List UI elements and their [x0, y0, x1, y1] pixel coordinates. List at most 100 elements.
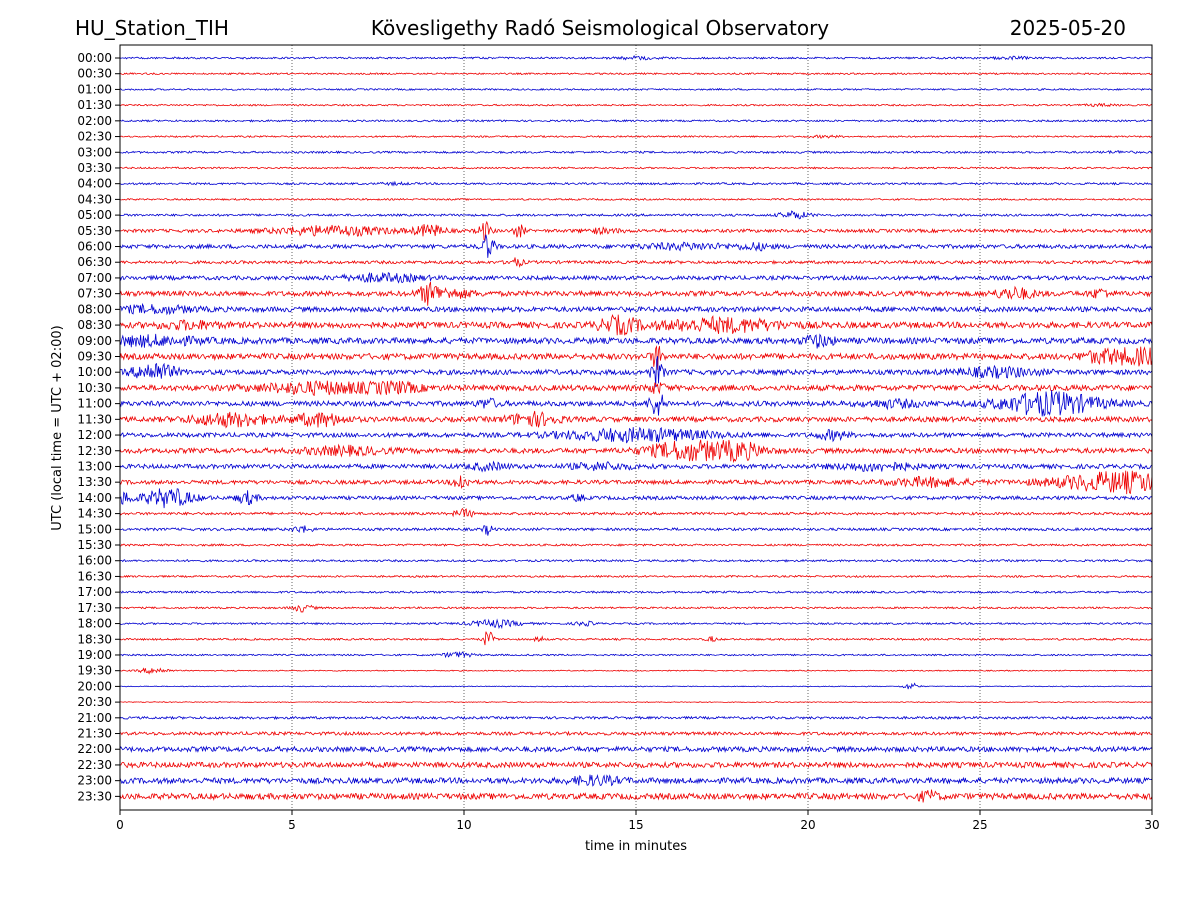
y-axis-label: UTC (local time = UTC + 02:00) [50, 325, 65, 530]
trace-row-38 [119, 651, 1153, 659]
trace-row-25 [119, 439, 1153, 464]
chart-title: Kövesligethy Radó Seismological Observat… [371, 16, 829, 40]
y-tick-label-46: 23:00 [77, 774, 112, 788]
x-axis-ticks: 0 5 10 15 20 25 30 [116, 810, 1160, 832]
y-tick-label-15: 07:30 [77, 287, 112, 301]
trace-row-34 [119, 590, 1153, 595]
trace-row-23 [119, 410, 1153, 429]
trace-row-12 [119, 234, 1153, 258]
trace-row-6 [119, 150, 1153, 155]
y-tick-label-4: 02:00 [77, 114, 112, 128]
trace-row-14 [119, 271, 1153, 284]
trace-row-18 [119, 333, 1153, 349]
trace-row-24 [119, 426, 1153, 444]
plot-area [120, 45, 1152, 810]
trace-row-26 [119, 460, 1153, 473]
trace-row-42 [119, 715, 1153, 721]
trace-row-2 [119, 87, 1153, 91]
trace-row-35 [119, 604, 1153, 613]
y-tick-label-3: 01:30 [77, 98, 112, 112]
trace-row-3 [119, 102, 1153, 108]
y-tick-label-1: 00:30 [77, 67, 112, 81]
trace-row-22 [119, 390, 1153, 417]
y-tick-label-18: 09:00 [77, 334, 112, 348]
trace-row-11 [119, 220, 1153, 242]
y-tick-label-9: 04:30 [77, 192, 112, 206]
trace-row-39 [119, 667, 1153, 675]
y-tick-label-38: 19:00 [77, 648, 112, 662]
y-tick-label-13: 06:30 [77, 255, 112, 269]
y-tick-label-5: 02:30 [77, 130, 112, 144]
seismogram-traces [119, 55, 1153, 803]
y-tick-label-34: 17:00 [77, 585, 112, 599]
trace-row-17 [119, 314, 1153, 336]
x-tick-label-5: 25 [972, 818, 987, 832]
y-tick-label-20: 10:00 [77, 365, 112, 379]
y-tick-label-33: 16:30 [77, 569, 112, 583]
x-tick-label-4: 20 [800, 818, 815, 832]
trace-row-1 [119, 72, 1153, 76]
date-label: 2025-05-20 [1010, 16, 1126, 40]
trace-row-40 [119, 682, 1153, 690]
trace-row-36 [119, 618, 1153, 630]
trace-row-4 [119, 119, 1153, 123]
trace-row-32 [119, 558, 1153, 563]
trace-row-21 [119, 380, 1153, 397]
trace-row-9 [119, 197, 1153, 201]
trace-row-41 [119, 701, 1153, 703]
y-tick-label-14: 07:00 [77, 271, 112, 285]
x-tick-label-3: 15 [628, 818, 643, 832]
y-tick-label-32: 16:00 [77, 554, 112, 568]
y-tick-label-8: 04:00 [77, 177, 112, 191]
y-tick-label-19: 09:30 [77, 349, 112, 363]
trace-row-46 [119, 773, 1153, 787]
y-tick-label-45: 22:30 [77, 758, 112, 772]
y-tick-label-0: 00:00 [77, 51, 112, 65]
y-tick-label-12: 06:00 [77, 240, 112, 254]
y-tick-label-6: 03:00 [77, 145, 112, 159]
y-tick-label-26: 13:00 [77, 459, 112, 473]
trace-row-43 [119, 730, 1153, 737]
y-tick-label-37: 18:30 [77, 632, 112, 646]
y-tick-label-27: 13:30 [77, 475, 112, 489]
y-tick-label-41: 20:30 [77, 695, 112, 709]
y-tick-label-21: 10:30 [77, 381, 112, 395]
y-tick-label-16: 08:00 [77, 302, 112, 316]
trace-row-45 [119, 760, 1153, 770]
trace-row-0 [119, 55, 1153, 61]
trace-row-20 [119, 356, 1153, 388]
trace-row-31 [119, 543, 1152, 547]
y-tick-label-47: 23:30 [77, 789, 112, 803]
trace-row-5 [119, 134, 1153, 139]
y-tick-label-23: 11:30 [77, 412, 112, 426]
y-tick-label-2: 01:00 [77, 82, 112, 96]
y-tick-label-11: 05:30 [77, 224, 112, 238]
y-tick-label-7: 03:30 [77, 161, 112, 175]
trace-row-13 [119, 257, 1153, 268]
trace-row-7 [119, 166, 1153, 170]
y-tick-label-40: 20:00 [77, 679, 112, 693]
trace-row-28 [119, 488, 1153, 509]
trace-row-29 [119, 507, 1153, 518]
x-tick-label-0: 0 [116, 818, 124, 832]
station-label: HU_Station_TIH [75, 16, 229, 40]
trace-row-47 [119, 789, 1153, 803]
y-tick-label-25: 12:30 [77, 444, 112, 458]
trace-row-30 [119, 525, 1153, 536]
y-tick-label-24: 12:00 [77, 428, 112, 442]
y-tick-label-44: 22:00 [77, 742, 112, 756]
x-tick-label-6: 30 [1144, 818, 1159, 832]
trace-row-37 [119, 631, 1153, 646]
y-tick-label-43: 21:30 [77, 727, 112, 741]
y-tick-label-39: 19:30 [77, 664, 112, 678]
trace-row-19 [119, 345, 1153, 370]
y-tick-label-29: 14:30 [77, 507, 112, 521]
y-tick-label-10: 05:00 [77, 208, 112, 222]
trace-row-15 [119, 281, 1153, 306]
y-tick-label-22: 11:00 [77, 397, 112, 411]
trace-row-44 [119, 745, 1153, 754]
y-tick-label-31: 15:30 [77, 538, 112, 552]
y-tick-label-36: 18:00 [77, 617, 112, 631]
